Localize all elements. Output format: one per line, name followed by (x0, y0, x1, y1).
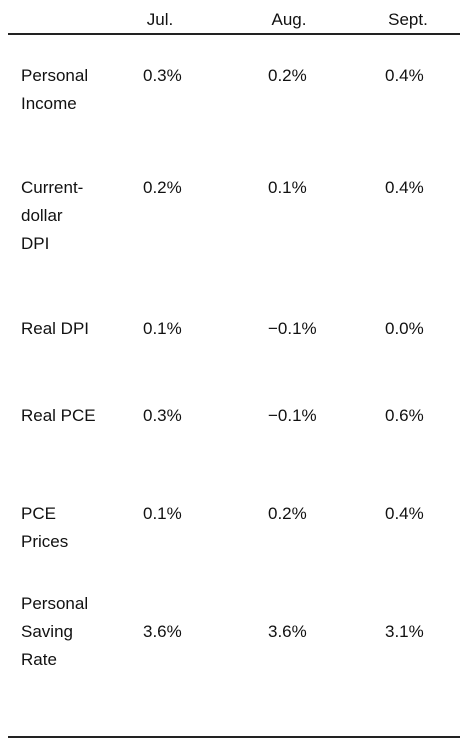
cell-jul: 3.6% (143, 622, 182, 641)
row-label: Personal Income (21, 66, 89, 113)
row-label: Real PCE (21, 406, 96, 425)
cell-jul: 0.1% (143, 319, 182, 338)
cell-aug: −0.1% (268, 319, 317, 338)
row-label: PCE Prices (21, 504, 69, 551)
row-label: Personal Saving Rate (21, 594, 89, 669)
row-label: Current- dollar DPI (21, 178, 84, 253)
footer-rule (8, 736, 460, 738)
cell-aug: −0.1% (268, 406, 317, 425)
header-rule (8, 33, 460, 35)
cell-sept: 0.4% (385, 504, 424, 523)
cell-sept: 0.4% (385, 66, 424, 85)
column-header-aug: Aug. (271, 10, 307, 29)
cell-aug: 0.2% (268, 504, 307, 523)
cell-sept: 0.6% (385, 406, 424, 425)
cell-jul: 0.2% (143, 178, 182, 197)
cell-sept: 0.4% (385, 178, 424, 197)
cell-aug: 0.2% (268, 66, 307, 85)
cell-aug: 0.1% (268, 178, 307, 197)
row-label: Real DPI (21, 319, 90, 338)
cell-jul: 0.3% (143, 406, 182, 425)
column-header-jul: Jul. (146, 10, 174, 29)
cell-sept: 3.1% (385, 622, 424, 641)
column-header-sept: Sept. (388, 10, 428, 29)
cell-aug: 3.6% (268, 622, 307, 641)
cell-jul: 0.1% (143, 504, 182, 523)
cell-jul: 0.3% (143, 66, 182, 85)
cell-sept: 0.0% (385, 319, 424, 338)
